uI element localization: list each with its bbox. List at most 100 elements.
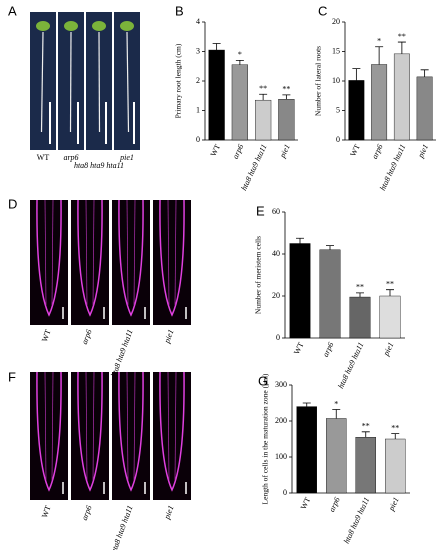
leaf xyxy=(120,21,134,31)
panel-letter: D xyxy=(8,196,17,211)
micrograph xyxy=(30,372,68,500)
panel-letter: A xyxy=(8,3,17,18)
significance: ** xyxy=(386,280,394,289)
leaf xyxy=(92,21,106,31)
x-tick-label: pie1 xyxy=(386,496,400,513)
x-tick-label: arp6 xyxy=(321,341,336,359)
leaf xyxy=(36,21,50,31)
x-tick-label: hta8 hta9 hta11 xyxy=(342,496,371,545)
root-line xyxy=(44,199,47,306)
root-line xyxy=(174,371,177,481)
root-line xyxy=(85,199,88,306)
y-tick-label: 60 xyxy=(272,207,280,216)
error-bar xyxy=(326,245,334,250)
micrograph xyxy=(71,200,109,325)
x-tick-label: arp6 xyxy=(231,143,246,161)
bar xyxy=(289,243,311,339)
root-line xyxy=(51,371,54,481)
y-tick-label: 2 xyxy=(196,76,200,85)
bar xyxy=(379,295,401,339)
y-tick-label: 5 xyxy=(336,105,340,114)
error-bar xyxy=(397,41,406,54)
significance: ** xyxy=(356,283,364,292)
x-tick-label: WT xyxy=(209,143,222,158)
error-bar xyxy=(375,46,384,65)
root-outline xyxy=(118,371,144,492)
micrograph xyxy=(153,200,191,325)
root-outline xyxy=(77,371,103,492)
significance: * xyxy=(377,37,381,46)
image-label: hta8 hta9 hta11 xyxy=(109,504,135,550)
y-axis-label: Length of cells in the maturation zone (… xyxy=(261,373,270,504)
y-tick-label: 10 xyxy=(332,76,340,85)
error-bar xyxy=(420,69,429,77)
x-tick-label: pie1 xyxy=(381,341,395,358)
error-bar xyxy=(282,94,291,100)
error-bar xyxy=(332,409,341,419)
root-line xyxy=(133,199,136,306)
error-bar xyxy=(361,431,370,438)
image-label: arp6 xyxy=(80,328,94,345)
bar xyxy=(416,76,433,141)
error-bar xyxy=(391,433,400,439)
root-line xyxy=(51,199,54,306)
x-tick-label: arp6 xyxy=(370,143,385,161)
bar xyxy=(296,406,317,494)
root-line xyxy=(85,371,88,481)
micrograph xyxy=(112,200,150,325)
error-bar xyxy=(296,237,304,244)
y-tick-label: 100 xyxy=(275,452,287,461)
y-tick-label: 0 xyxy=(336,135,340,144)
x-tick-label: pie1 xyxy=(277,143,291,160)
significance: * xyxy=(238,50,242,59)
significance: ** xyxy=(282,85,290,94)
y-tick-label: 20 xyxy=(272,291,280,300)
error-bar xyxy=(352,68,361,81)
bar xyxy=(319,249,341,339)
bar xyxy=(371,64,388,141)
bar xyxy=(326,418,347,494)
error-bar xyxy=(235,59,244,65)
y-tick-label: 1 xyxy=(196,105,200,114)
significance: ** xyxy=(398,32,406,41)
bar xyxy=(355,437,376,494)
root-line xyxy=(167,371,170,481)
bar xyxy=(349,296,371,339)
significance: ** xyxy=(391,423,399,432)
y-tick-label: 0 xyxy=(283,488,287,497)
micrograph xyxy=(71,372,109,500)
root-line xyxy=(44,371,47,481)
bar xyxy=(255,99,272,141)
error-bar xyxy=(386,289,394,296)
y-tick-label: 0 xyxy=(276,333,280,342)
significance: ** xyxy=(362,422,370,431)
bar xyxy=(385,438,406,494)
y-axis-label: Primary root length (cm) xyxy=(174,43,183,118)
panel-letter: G xyxy=(258,373,268,388)
x-tick-label: arp6 xyxy=(327,496,342,514)
root-line xyxy=(126,371,129,481)
y-tick-label: 15 xyxy=(332,46,340,55)
root-line xyxy=(174,199,177,306)
bar xyxy=(393,53,410,141)
image-label: arp6 xyxy=(80,504,94,521)
root-line xyxy=(126,199,129,306)
micrograph xyxy=(30,200,68,325)
panel-letter: C xyxy=(318,3,327,18)
y-tick-label: 300 xyxy=(275,380,287,389)
seedling xyxy=(40,31,44,133)
image-label: pie1 xyxy=(162,504,176,521)
x-tick-label: hta8 hta9 hta11 xyxy=(336,341,365,390)
panel-letter: F xyxy=(8,369,16,384)
bar xyxy=(208,49,225,141)
panel-letter: E xyxy=(256,203,265,218)
panel-letter: B xyxy=(175,3,184,18)
bar xyxy=(231,64,248,141)
root-outline xyxy=(36,371,62,492)
x-tick-label: WT xyxy=(292,341,305,356)
x-tick-label: WT xyxy=(299,496,312,511)
bar xyxy=(348,80,365,141)
significance: ** xyxy=(259,84,267,93)
y-axis-label: Number of lateral roots xyxy=(314,46,323,116)
